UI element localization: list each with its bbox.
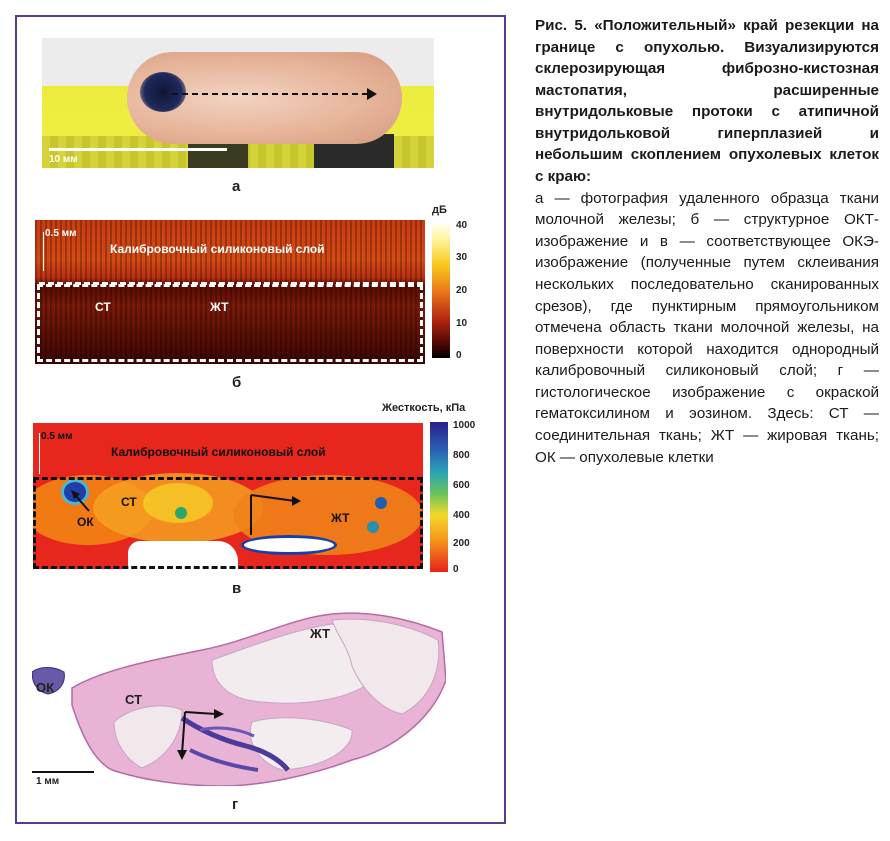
panel-letter-a: а	[232, 178, 241, 195]
stiffness-spot	[175, 507, 187, 519]
colorbar-tick: 800	[453, 450, 470, 461]
stiffness-spot	[367, 521, 379, 533]
label-ct: СТ	[121, 495, 137, 509]
panel-letter-v: в	[232, 580, 242, 597]
label-zht: ЖТ	[210, 300, 229, 314]
colorbar-title: Жесткость, кПа	[382, 402, 466, 414]
caption-title: Рис. 5. «Положительный» край резекции на…	[535, 17, 879, 186]
label-ct: СТ	[95, 300, 111, 314]
scale-bar	[49, 148, 227, 151]
label-ok: ОК	[77, 515, 94, 529]
colorbar-tick: 400	[453, 510, 470, 521]
figure-caption: Рис. 5. «Положительный» край резекции на…	[535, 15, 879, 468]
scale-label: 10 мм	[49, 154, 78, 165]
colorbar-tick: 0	[453, 564, 459, 575]
caption-body: а — фотография удаленного образца ткани …	[535, 189, 879, 466]
panel-letter-g: г	[232, 796, 239, 813]
scale-bar	[43, 232, 44, 271]
colorbar-tick: 40	[456, 220, 468, 231]
scale-label: 1 мм	[36, 776, 60, 787]
colorbar-db	[432, 222, 450, 358]
label-zht: ЖТ	[331, 511, 350, 525]
no-data-region	[128, 541, 238, 569]
colorbar-tick: 10	[456, 318, 468, 329]
surface-line	[39, 282, 423, 285]
colorbar-tick: 20	[456, 285, 468, 296]
stiffness-spot	[375, 497, 387, 509]
label-ok: ОК	[36, 680, 55, 695]
panel-letter-b: б	[232, 374, 242, 391]
layer-label: Калибровочный силиконовый слой	[111, 445, 326, 459]
histology-image	[32, 612, 446, 786]
colorbar-tick: 600	[453, 480, 470, 491]
colorbar-title: дБ	[432, 204, 447, 216]
ocz-image: 0.5 мм Калибровочный силиконовый слой ОК…	[33, 423, 423, 569]
colorbar-tick: 0	[456, 350, 462, 361]
scale-label: 0.5 мм	[45, 228, 77, 239]
label-ct: СТ	[125, 692, 143, 707]
colorbar-tick: 1000	[453, 420, 476, 431]
region-rectangle	[37, 284, 423, 362]
region-rectangle	[33, 477, 423, 569]
stiffness-spot	[241, 535, 337, 555]
oct-image: 0.5 мм Калибровочный силиконовый слой СТ…	[35, 220, 425, 364]
label-zht: ЖТ	[310, 626, 331, 641]
colorbar-tick: 30	[456, 252, 468, 263]
ink-mark	[140, 72, 186, 112]
annotation-arrows	[71, 490, 301, 535]
layer-label: Калибровочный силиконовый слой	[110, 242, 325, 256]
colorbar-stiffness	[430, 422, 448, 572]
scale-label: 0.5 мм	[41, 431, 73, 442]
scale-bar	[39, 433, 40, 474]
colorbar-tick: 200	[453, 538, 470, 549]
scan-arrow	[172, 88, 377, 100]
specimen-photo: 10 мм	[42, 38, 434, 168]
